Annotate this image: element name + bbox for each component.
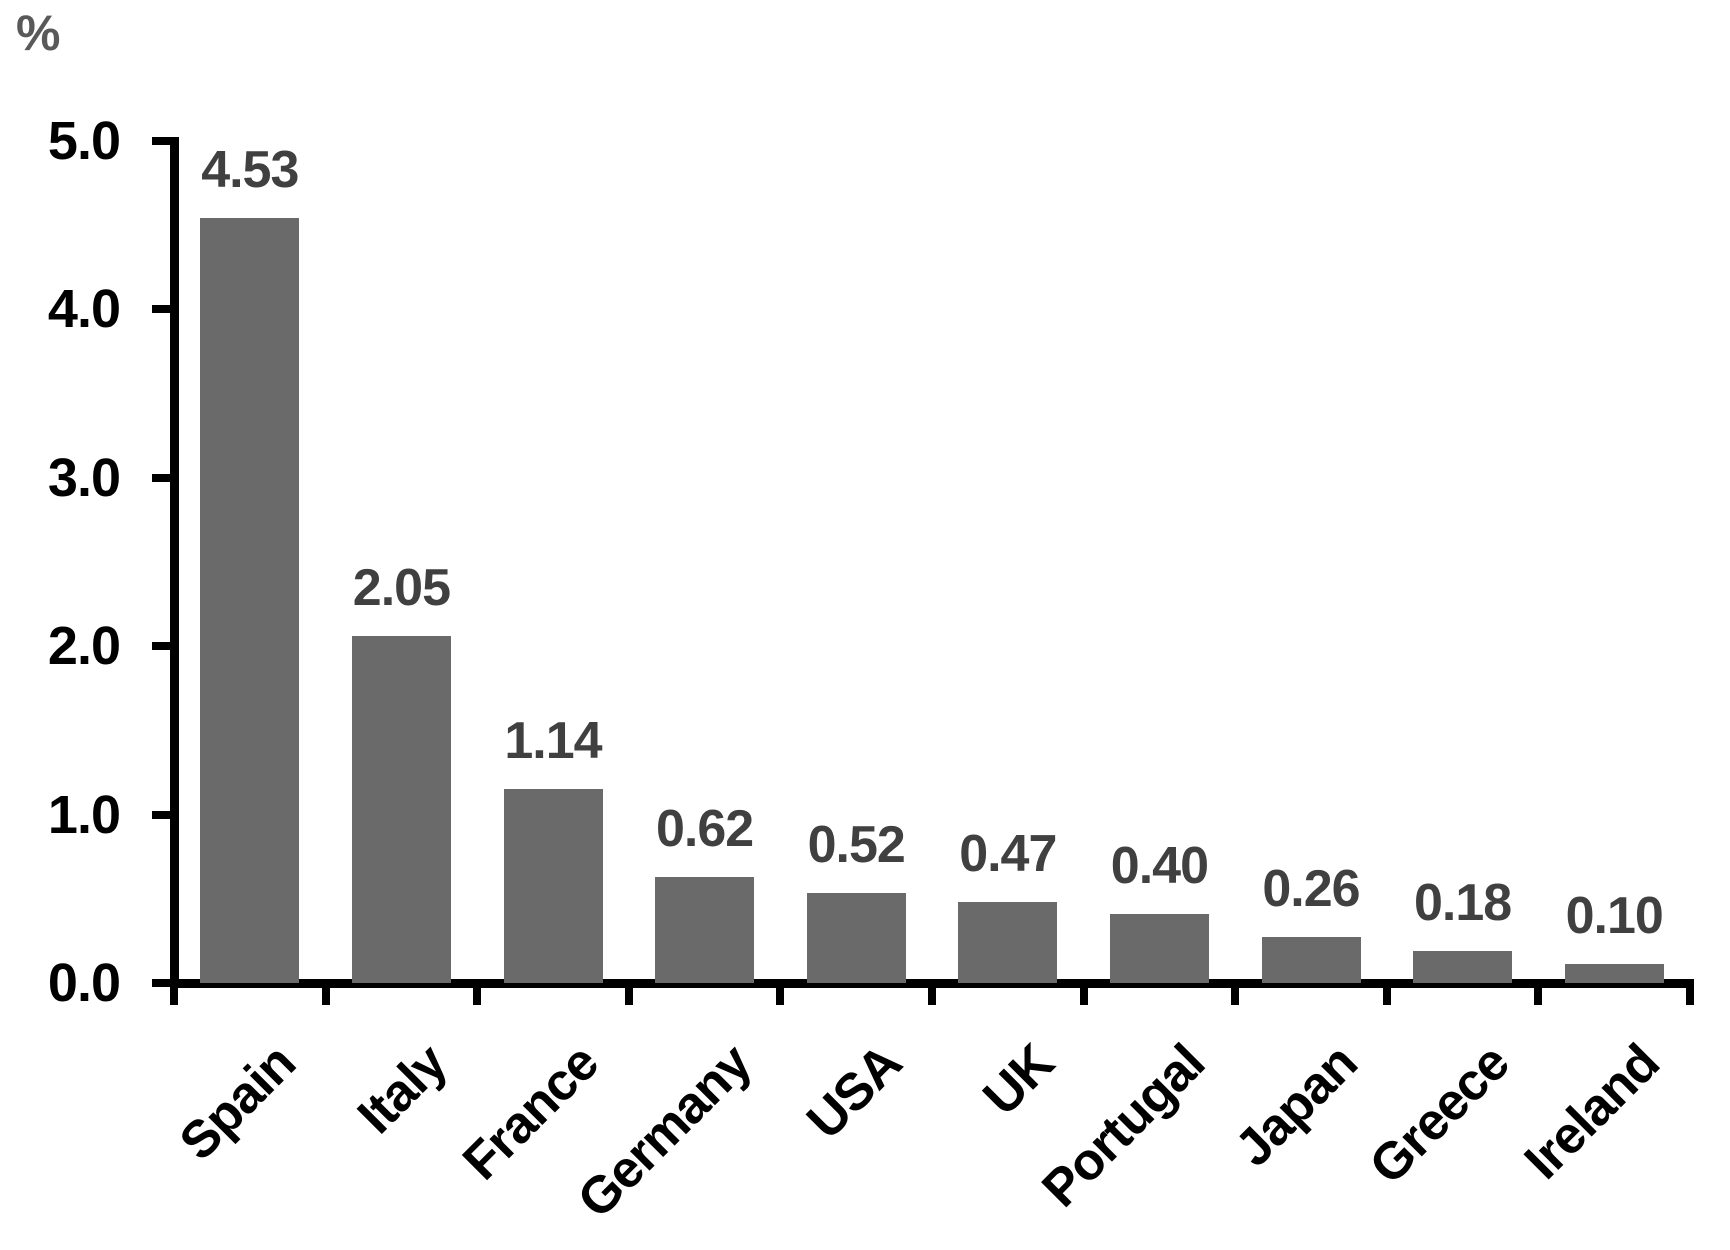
y-tick-label: 3.0 — [47, 447, 121, 508]
y-tick-label: 4.0 — [47, 279, 121, 340]
x-category-label-uk: UK — [972, 1033, 1065, 1127]
y-axis-unit-label: % — [16, 5, 60, 61]
x-tick-mark — [1686, 979, 1694, 1005]
bar-value-label: 0.26 — [1262, 860, 1360, 919]
x-tick-mark — [928, 979, 936, 1005]
bar-value-label: 2.05 — [352, 558, 451, 617]
y-tick-mark — [152, 305, 170, 314]
x-tick-mark — [776, 979, 785, 1005]
x-tick-mark — [624, 979, 633, 1005]
bar-value-label: 0.18 — [1413, 873, 1512, 932]
bar-spain — [200, 218, 300, 983]
bar-germany — [655, 876, 755, 983]
y-axis-line — [170, 137, 179, 988]
bar-usa — [806, 893, 906, 983]
bar-ireland — [1564, 964, 1664, 983]
bar-value-label: 1.14 — [504, 712, 602, 771]
y-tick-mark — [152, 473, 170, 482]
y-tick-label: 5.0 — [47, 111, 121, 171]
x-category-label-ireland: Ireland — [1513, 1033, 1671, 1191]
bar-greece — [1413, 950, 1513, 983]
x-tick-mark — [321, 979, 330, 1005]
y-tick-mark — [152, 810, 170, 819]
y-tick-mark — [152, 979, 170, 987]
bar-value-label: 0.40 — [1110, 836, 1209, 895]
y-tick-label: 1.0 — [47, 784, 121, 845]
bar-value-label: 0.47 — [959, 824, 1057, 883]
bar-value-label: 4.53 — [201, 141, 299, 200]
bar-value-label: 0.52 — [807, 816, 906, 875]
x-tick-mark — [170, 979, 178, 1005]
x-category-label-greece: Greece — [1358, 1033, 1520, 1196]
bar-value-label: 0.10 — [1565, 887, 1664, 946]
y-tick-mark — [152, 642, 170, 651]
bar-uk — [958, 901, 1058, 983]
y-tick-label: 2.0 — [47, 616, 121, 677]
bar-italy — [351, 635, 451, 983]
x-tick-mark — [1534, 979, 1543, 1005]
y-tick-label: 0.0 — [47, 953, 121, 1013]
x-tick-mark — [1079, 979, 1088, 1005]
x-category-label-japan: Japan — [1224, 1033, 1369, 1178]
x-category-label-portugal: Portugal — [1031, 1033, 1217, 1219]
x-category-label-spain: Spain — [168, 1033, 307, 1172]
x-tick-mark — [1382, 979, 1391, 1005]
bar-japan — [1261, 937, 1361, 983]
bar-portugal — [1109, 913, 1209, 983]
bar-france — [503, 789, 603, 983]
x-category-label-italy: Italy — [347, 1033, 459, 1145]
bar-value-label: 0.62 — [655, 799, 754, 858]
x-tick-mark — [1231, 979, 1240, 1005]
y-tick-mark — [152, 137, 170, 145]
x-tick-mark — [473, 979, 482, 1005]
x-category-label-usa: USA — [796, 1033, 913, 1151]
x-category-label-france: France — [452, 1033, 610, 1192]
